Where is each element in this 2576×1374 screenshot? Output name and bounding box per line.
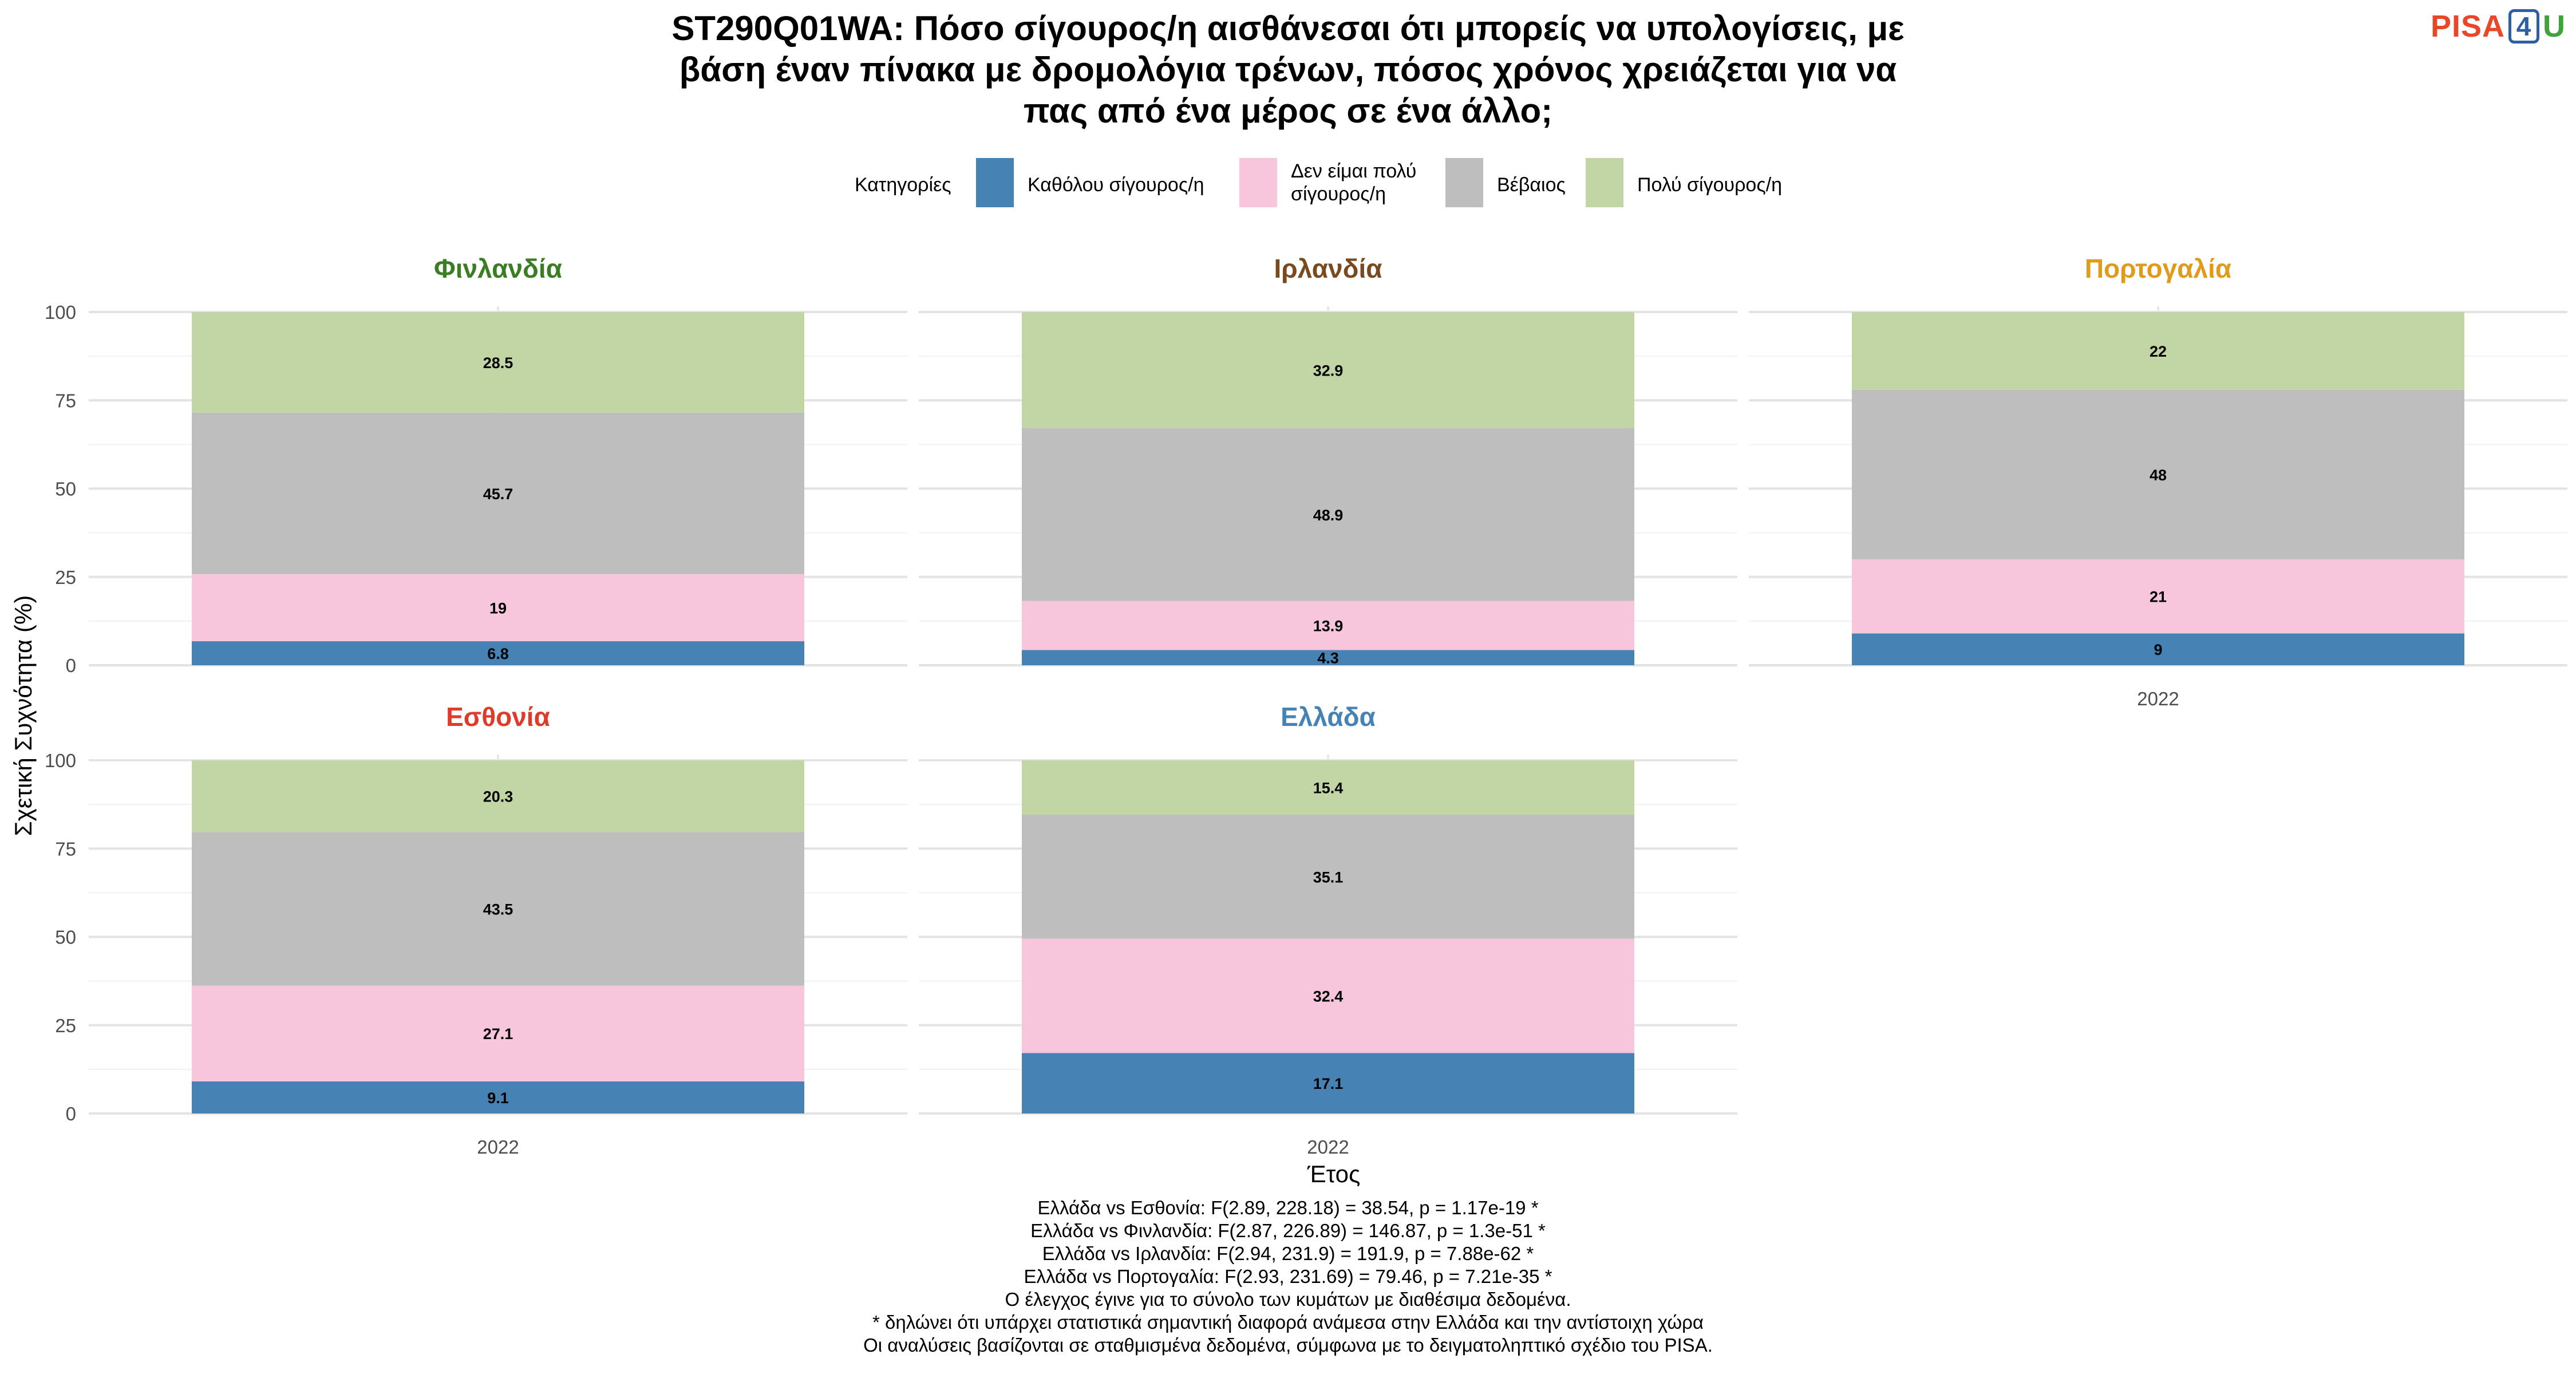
axis-titles: Έτος Σχετική Συχνότητα (%) [10,595,1360,1187]
bar-segment [1022,428,1634,601]
data-label: 13.9 [1313,618,1344,635]
logo-pisa-text: PISA [2430,9,2505,44]
bar-segment [1852,389,2464,559]
legend-label: Δεν είμαι πολύ σίγουρος/η [1291,160,1416,205]
facet-panel: Ιρλανδία 4.3 13.9 48.9 32.9 [919,254,1737,667]
data-label: 19 [489,599,507,617]
data-label: 43.5 [483,901,513,918]
legend-label: Βέβαιος [1497,174,1566,196]
data-label: 32.9 [1313,362,1344,379]
stacked-bar-chart: Κατηγορίες Καθόλου σίγουρος/η Δεν είμαι πο… [10,158,2567,1187]
legend-swatch [976,158,1014,207]
bar-segment [1022,1053,1634,1114]
y-tick-label: 0 [66,1103,76,1124]
facet-panels: Φινλανδία 0 25 50 75 100 6.8 19 45.7 28.5 Ιρλανδία… [45,254,2567,1158]
y-tick-label: 0 [66,655,76,676]
data-label: 9.1 [487,1089,509,1107]
footnote-line: Ο έλεγχος έγινε για το σύνολο των κυμάτω… [1005,1289,1571,1310]
x-axis-title: Έτος [1307,1160,1361,1187]
y-tick-label: 75 [55,838,76,859]
x-tick-label: 2022 [477,1136,519,1158]
facet-panel: Ελλάδα 17.1 32.4 35.1 15.4 2022 [919,702,1737,1158]
bar-segment [1022,650,1634,665]
footnote-line: Οι αναλύσεις βασίζονται σε σταθμισμένα δ… [863,1334,1713,1356]
data-label: 20.3 [483,788,513,806]
bar-segment [1022,312,1634,428]
logo-four-badge: 4 [2508,9,2539,44]
chart-title: ST290Q01WA: Πόσο σίγουρος/η αισθάνεσαι ό… [515,8,2061,132]
y-tick-label: 25 [55,1015,76,1036]
legend-swatch [1239,158,1277,207]
y-tick-label: 75 [55,390,76,411]
bar-segment [1022,815,1634,939]
footnote-line: Ελλάδα vs Ιρλανδία: F(2.94, 231.9) = 191… [1042,1243,1534,1264]
y-tick-label: 25 [55,567,76,588]
footnotes: Ελλάδα vs Εσθονία: F(2.89, 228.18) = 38.… [658,1197,1918,1357]
logo-u-text: U [2543,9,2566,44]
chart-title-line: ST290Q01WA: Πόσο σίγουρος/η αισθάνεσαι ό… [671,9,1905,48]
bar-segment [192,412,804,574]
facet-title: Ελλάδα [1281,702,1376,732]
bar-segment [192,312,804,413]
facet-title: Ιρλανδία [1274,254,1382,283]
data-label: 6.8 [487,645,509,662]
bar-segment [192,832,804,986]
data-label: 22 [2150,343,2167,360]
bar-segment [192,574,804,642]
bar-segment [192,760,804,832]
footnote-line: Ελλάδα vs Εσθονία: F(2.89, 228.18) = 38.… [1037,1197,1539,1218]
facet-title: Εσθονία [446,702,550,732]
legend-swatch [1586,158,1623,207]
data-label: 21 [2150,589,2167,606]
chart-title-line: πας από ένα μέρος σε ένα άλλο; [1023,92,1553,130]
data-label: 48 [2150,467,2167,484]
facet-title: Φινλανδία [434,254,562,283]
facet-panel: Φινλανδία 0 25 50 75 100 6.8 19 45.7 28.5 [45,254,907,676]
legend-swatch [1445,158,1483,207]
y-tick-label: 50 [55,479,76,500]
data-label: 27.1 [483,1025,513,1043]
facet-panel: Εσθονία 0 25 50 75 100 9.1 27.1 43.5 20.3 2022 [45,702,907,1158]
data-label: 45.7 [483,485,513,503]
y-tick-label: 100 [45,302,76,323]
legend-label: Καθόλου σίγουρος/η [1028,174,1204,196]
bar-segment [1852,312,2464,390]
bar-segment [1852,559,2464,634]
facet-title: Πορτογαλία [2085,254,2231,283]
y-axis-title: Σχετική Συχνότητα (%) [10,595,37,836]
bar-segment [1022,601,1634,650]
data-label: 48.9 [1313,507,1344,524]
legend-label: Πολύ σίγουρος/η [1637,174,1782,196]
data-label: 9 [2154,641,2162,658]
bar-segment [1852,633,2464,665]
legend-title: Κατηγορίες [855,174,951,196]
data-label: 32.4 [1313,988,1344,1005]
footnote-line: Ελλάδα vs Πορτογαλία: F(2.93, 231.69) = … [1024,1266,1552,1287]
data-label: 35.1 [1313,868,1344,886]
bar-segment [1022,760,1634,815]
bar-segment [1022,938,1634,1053]
data-label: 4.3 [1317,650,1339,667]
bar-segment [192,985,804,1081]
facet-panel: Πορτογαλία 9 21 48 22 2022 [1749,254,2567,709]
footnote-line: * δηλώνει ότι υπάρχει στατιστικά σημαντι… [872,1312,1704,1333]
bar-segment [192,1081,804,1114]
y-tick-label: 100 [45,750,76,771]
data-label: 17.1 [1313,1075,1344,1092]
legend: Κατηγορίες Καθόλου σίγουρος/η Δεν είμαι πο… [855,158,1782,207]
chart-title-line: βάση έναν πίνακα με δρομολόγια τρένων, π… [679,50,1897,89]
pisa4u-logo: PISA 4 U [2431,8,2566,45]
data-label: 28.5 [483,354,513,372]
y-tick-label: 50 [55,927,76,948]
footnote-line: Ελλάδα vs Φινλανδία: F(2.87, 226.89) = 1… [1030,1220,1546,1241]
x-tick-label: 2022 [1307,1136,1349,1158]
bar-segment [192,641,804,665]
data-label: 15.4 [1313,780,1344,797]
x-tick-label: 2022 [2137,688,2179,709]
